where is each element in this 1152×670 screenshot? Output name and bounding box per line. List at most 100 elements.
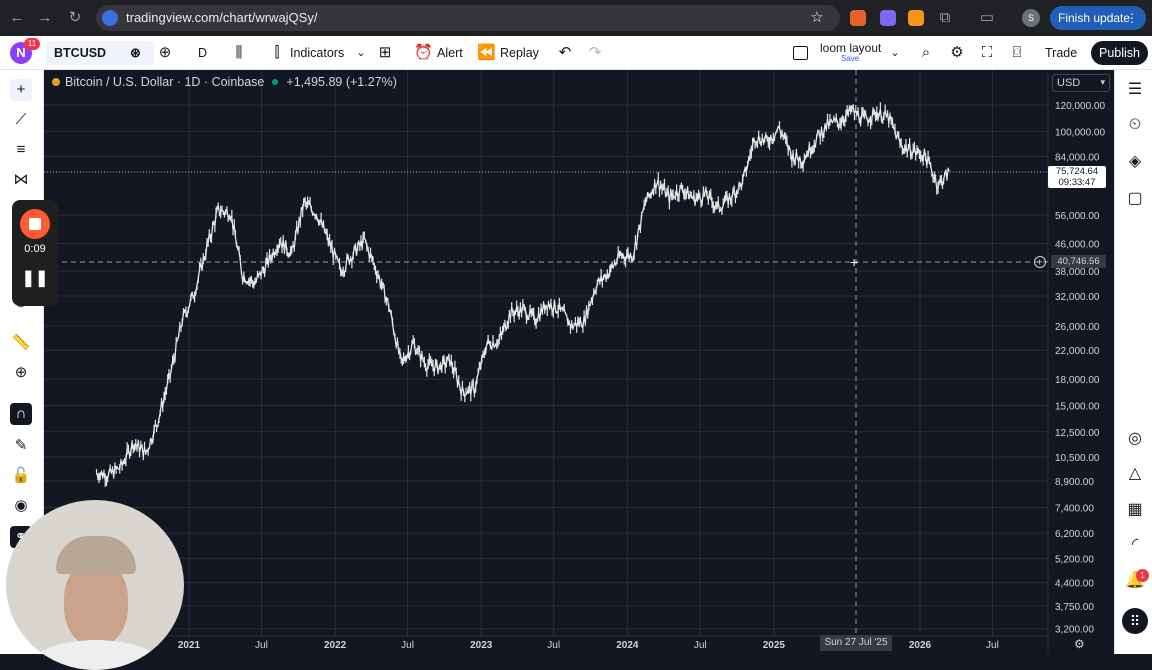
alerts-clock-icon[interactable]: ⏲ (1128, 116, 1142, 133)
apps-grid-icon[interactable]: ⠿ (1122, 608, 1148, 634)
target-icon[interactable]: ◎ (1128, 430, 1142, 447)
chat-icon[interactable]: ▢ (1127, 190, 1143, 207)
symbol-label: BTCUSD (54, 46, 107, 60)
layers-icon[interactable]: ◈ (1128, 153, 1142, 170)
time-axis-labels: 2021 Jul 2022 Jul 2023 Jul 2024 Jul 2025 2026 Jul (178, 640, 999, 651)
presenter-shirt (26, 640, 166, 670)
price-tick-label: 7,400.00 (1055, 504, 1094, 515)
bar-countdown: 09:33:47 (1058, 177, 1096, 188)
add-alert-plus-glyph: + (1037, 258, 1043, 269)
forward-icon[interactable]: → (37, 9, 53, 26)
chart-legend[interactable]: Bitcoin / U.S. Dollar · 1D · Coinbase +1,… (52, 75, 397, 89)
alert-clock-icon[interactable]: ⏰ (414, 44, 433, 61)
watchlist-icon[interactable]: ☰ (1127, 81, 1143, 98)
legend-change: +1,495.89 (+1.27%) (286, 75, 397, 89)
crosshair-cursor-icon: + (850, 254, 858, 270)
layout-icon[interactable] (793, 46, 808, 60)
layout-name[interactable]: loom layout (820, 41, 882, 55)
quick-search-icon[interactable]: ⌕ (921, 44, 931, 61)
undo-icon[interactable]: ↶ (558, 44, 572, 61)
webcam-bubble[interactable] (6, 500, 184, 670)
layout-chevron-down-icon[interactable]: ⌄ (890, 47, 900, 59)
alert-button[interactable]: Alert (437, 46, 463, 60)
price-tick-label: 46,000.00 (1055, 240, 1100, 251)
last-price-label: 75,724.64 09:33:47 (1048, 166, 1106, 188)
site-favicon-icon (102, 10, 118, 26)
price-chart[interactable]: 120,000.00 100,000.00 84,000.00 56,000.00 46… (44, 70, 1114, 654)
currency-select[interactable]: USD ▾ (1052, 74, 1110, 92)
magnet-icon[interactable]: ∩ (10, 403, 32, 425)
extension-icon[interactable] (850, 10, 866, 26)
symbol-logo-icon (52, 78, 60, 86)
time-tick-label: Jul (986, 640, 999, 651)
bookmark-star-icon[interactable]: ☆ (810, 9, 824, 26)
stay-drawing-icon[interactable]: ✎ (14, 437, 28, 454)
add-alert-plus-icon (1034, 256, 1046, 268)
crosshair-date-label: Sun 27 Jul '25 (820, 635, 892, 651)
price-line (95, 105, 950, 482)
market-status-icon (272, 79, 279, 85)
extensions-puzzle-icon[interactable]: ⧉ (939, 9, 951, 26)
candles-icon[interactable]: ⫼ (235, 44, 243, 61)
time-tick-label: 2022 (324, 640, 347, 651)
price-axis-labels: 120,000.00 100,000.00 84,000.00 56,000.00 46… (1055, 101, 1105, 636)
calendar-icon[interactable]: ▦ (1127, 501, 1143, 518)
reload-icon[interactable]: ↻ (68, 9, 82, 26)
publish-button[interactable]: Publish (1091, 41, 1148, 65)
trend-line-icon[interactable]: ⟋ (15, 111, 27, 128)
extension-icon[interactable] (880, 10, 896, 26)
extension-icon[interactable] (908, 10, 924, 26)
replay-icon[interactable]: ⏪ (477, 44, 496, 61)
pattern-icon[interactable]: ⋈ (13, 171, 29, 188)
layout-save-label[interactable]: Save (841, 54, 860, 63)
chart-pane[interactable]: 120,000.00 100,000.00 84,000.00 56,000.00 46… (44, 70, 1114, 654)
price-tick-label: 10,500.00 (1055, 453, 1100, 464)
ruler-icon[interactable]: 📏 (11, 334, 31, 351)
chevron-down-icon: ▾ (1100, 77, 1105, 87)
price-tick-label: 120,000.00 (1055, 101, 1105, 112)
zoom-in-icon[interactable]: ⊕ (14, 364, 28, 381)
indicators-icon[interactable]: ⫿ (274, 44, 280, 61)
price-tick-label: 5,200.00 (1055, 555, 1094, 566)
address-bar[interactable]: tradingview.com/chart/wrwajQSy/ ☆ (96, 5, 840, 31)
redo-icon[interactable]: ↷ (588, 44, 602, 61)
fullscreen-icon[interactable]: ⛶ (981, 44, 993, 61)
compare-add-icon[interactable]: ⊕ (158, 44, 172, 61)
back-icon[interactable]: ← (9, 9, 25, 26)
fib-lines-icon[interactable]: ≡ (16, 141, 26, 158)
eye-icon[interactable]: ◉ (14, 497, 28, 514)
recorder-widget: 0:09 ❚❚ (12, 200, 58, 306)
price-tick-label: 8,900.00 (1055, 477, 1094, 488)
snapshot-camera-icon[interactable]: ⌼ (1012, 44, 1022, 61)
symbol-search[interactable]: BTCUSD ⊛ (46, 41, 154, 65)
price-tick-label: 56,000.00 (1055, 211, 1100, 222)
time-tick-label: Jul (255, 640, 268, 651)
indicators-button[interactable]: Indicators (290, 46, 345, 60)
pause-icon[interactable]: ❚❚ (21, 270, 49, 287)
chevron-down-icon[interactable]: ⌄ (356, 47, 366, 59)
watch-icon[interactable]: ⊛ (130, 45, 141, 60)
url-text: tradingview.com/chart/wrwajQSy/ (126, 10, 318, 25)
price-tick-label: 12,500.00 (1055, 428, 1100, 439)
interval-button[interactable]: D (198, 46, 208, 60)
profile-avatar[interactable]: S (1022, 9, 1040, 27)
lock-icon[interactable]: 🔓 (11, 467, 31, 484)
streams-icon[interactable]: ◜ (1131, 536, 1139, 553)
finish-update-button[interactable]: Finish update ⋮ (1050, 6, 1146, 30)
price-tick-label: 3,200.00 (1055, 625, 1094, 636)
price-tick-label: 22,000.00 (1055, 346, 1100, 357)
price-tick-label: 3,750.00 (1055, 602, 1094, 613)
templates-icon[interactable]: ⊞ (378, 44, 392, 61)
time-tick-label: 2021 (178, 640, 201, 651)
price-tick-label: 100,000.00 (1055, 127, 1105, 138)
trade-button[interactable]: Trade (1045, 46, 1078, 60)
stop-icon (29, 218, 41, 230)
crosshair-icon[interactable]: + (10, 79, 32, 101)
replay-button[interactable]: Replay (500, 46, 539, 60)
settings-gear-icon[interactable]: ⚙ (950, 44, 964, 61)
stop-record-button[interactable] (20, 209, 50, 239)
tab-search-icon[interactable]: ▭ (979, 9, 995, 26)
time-tick-label: Jul (547, 640, 560, 651)
ideas-icon[interactable]: △ (1128, 465, 1142, 482)
time-axis-settings-icon[interactable]: ⚙ (1074, 637, 1085, 651)
